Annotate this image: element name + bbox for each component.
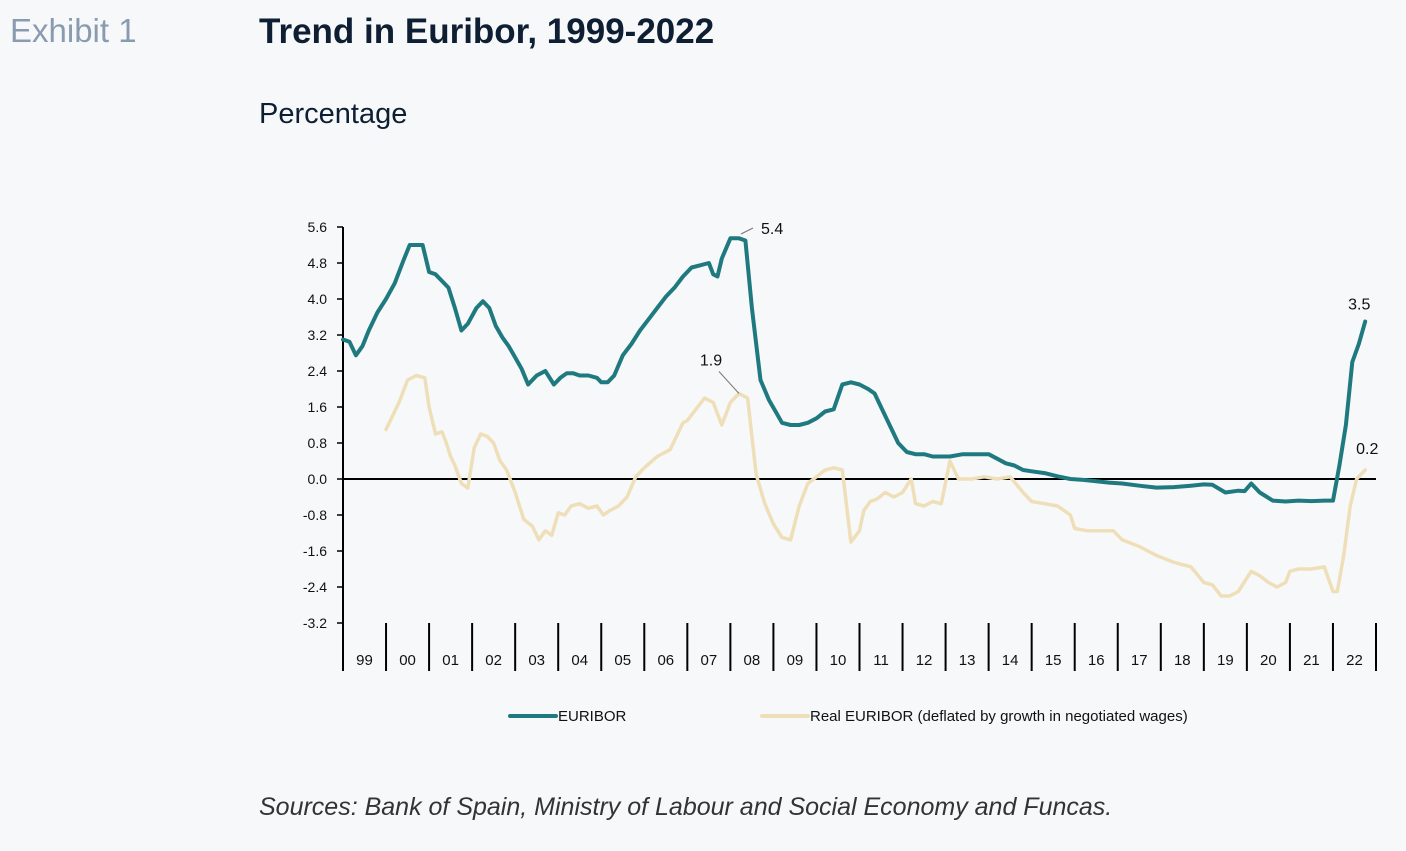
x-tick-label: 14 (1002, 652, 1019, 669)
x-tick-label: 16 (1088, 652, 1105, 669)
series-layer (341, 236, 1368, 598)
annotation-layer: 5.4 3.5 1.9 0.2 (700, 221, 1379, 458)
annotation-leader (718, 371, 740, 394)
x-tick-label: 03 (528, 652, 545, 669)
exhibit-label: Exhibit 1 (10, 12, 137, 49)
y-tick-label: 1.6 (308, 399, 328, 415)
y-tick-label: 4.0 (308, 291, 328, 307)
data-label: 1.9 (700, 353, 722, 370)
y-tick-label: 5.6 (308, 219, 328, 235)
y-tick-label: -1.6 (303, 543, 327, 559)
x-tick-label: 19 (1217, 652, 1234, 669)
x-tick-label: 99 (356, 652, 373, 669)
x-tick-label: 11 (873, 652, 889, 669)
x-tick-label: 05 (614, 652, 631, 669)
x-tick-label: 18 (1174, 652, 1191, 669)
axes-layer: 5.6 4.8 4.0 3.2 2.4 1.6 0.8 0.0 -0.8 -1.6 -2.4 -3.2… (303, 219, 1377, 671)
y-tick-label: -0.8 (303, 507, 327, 523)
x-tick-label: 15 (1045, 652, 1062, 669)
source-note: Sources: Bank of Spain, Ministry of Labo… (259, 793, 1113, 821)
y-tick-label: 2.4 (308, 363, 328, 379)
data-label: 5.4 (761, 221, 783, 238)
x-tick-label: 12 (916, 652, 933, 669)
y-tick-label: -3.2 (303, 615, 327, 631)
x-tick-label: 17 (1131, 652, 1148, 669)
x-tick-label: 20 (1260, 652, 1277, 669)
legend-label: Real EURIBOR (deflated by growth in nego… (810, 708, 1188, 725)
x-tick-label: 07 (701, 652, 718, 669)
legend: EURIBOR Real EURIBOR (deflated by growth … (508, 708, 1188, 725)
x-tick-label: 08 (744, 652, 761, 669)
x-tick-label: 06 (657, 652, 674, 669)
x-tick-label: 13 (959, 652, 976, 669)
x-tick-label: 00 (399, 652, 416, 669)
data-label: 3.5 (1348, 297, 1370, 314)
y-tick-label: -2.4 (303, 579, 327, 595)
x-tick-label: 01 (442, 652, 459, 669)
line-chart: 5.6 4.8 4.0 3.2 2.4 1.6 0.8 0.0 -0.8 -1.6 -2.4 -3.2… (303, 219, 1379, 725)
data-label: 0.2 (1356, 441, 1378, 458)
y-tick-label: 0.0 (308, 471, 328, 487)
y-tick-label: 4.8 (308, 255, 328, 271)
x-tick-label: 04 (571, 652, 588, 669)
annotation-leader (740, 227, 754, 235)
chart-title: Trend in Euribor, 1999-2022 (259, 12, 715, 51)
x-tick-label: 02 (485, 652, 502, 669)
euribor-line (341, 236, 1368, 504)
y-tick-label: 0.8 (308, 435, 328, 451)
x-tick-label: 09 (787, 652, 804, 669)
x-tick-label: 10 (830, 652, 847, 669)
x-tick-label: 21 (1303, 652, 1320, 669)
chart-subtitle: Percentage (259, 98, 408, 130)
real-euribor-line (384, 373, 1367, 598)
legend-label: EURIBOR (558, 708, 627, 725)
x-tick-label: 22 (1346, 652, 1363, 669)
y-tick-label: 3.2 (308, 327, 328, 343)
